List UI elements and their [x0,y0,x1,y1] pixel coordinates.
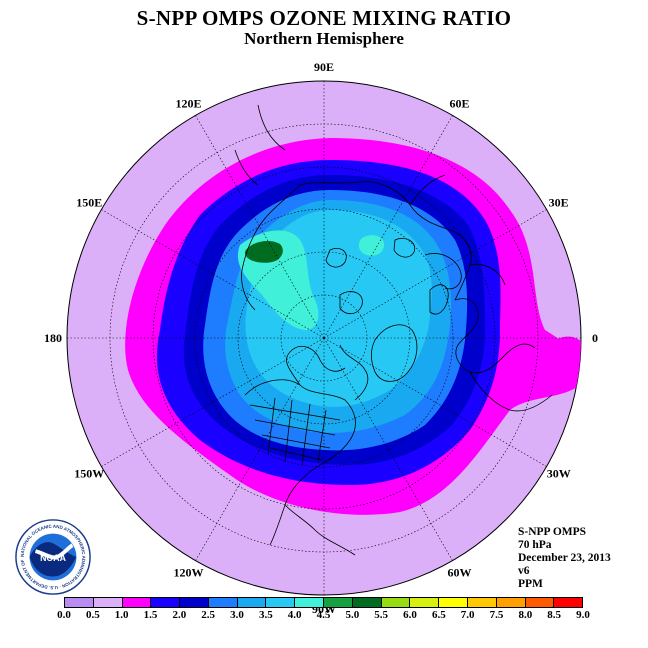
lon-label-120w: 120W [174,566,204,580]
colorbar-tick-label: 7.5 [489,609,504,621]
colorbar-segment [467,598,497,607]
colorbar-segment [381,598,411,607]
colorbar-tick-label: 6.5 [431,609,446,621]
colorbar-segment [65,598,94,607]
lon-label-30w: 30W [547,467,571,481]
lon-label-60w: 60W [448,566,472,580]
lon-label-30e: 30E [549,196,569,210]
colorbar-segment [525,598,555,607]
lon-label-90e: 90E [314,60,334,74]
colorbar-tick-label: 4.5 [316,609,331,621]
colorbar-segment [410,598,440,607]
lon-label-150e: 150E [76,196,102,210]
colorbar-tick-label: 3.5 [258,609,273,621]
colorbar-tick-label: 8.0 [518,609,533,621]
contour-5-0 [244,240,283,263]
map-title: S-NPP OMPS OZONE MIXING RATIO [136,6,512,30]
colorbar-tick-label: 7.0 [460,609,475,621]
colorbar-tick-label: 5.0 [345,609,360,621]
colorbar-segment [122,598,152,607]
colorbar-tick-label: 4.0 [287,609,302,621]
lon-label-60e: 60E [449,96,469,110]
colorbar-segment [151,598,181,607]
info-version: v6 [518,565,530,577]
colorbar-segment [237,598,267,607]
lon-label-150w: 150W [74,467,104,481]
colorbar-segment [180,598,209,607]
colorbar-segment [352,598,382,607]
colorbar-segment [93,598,123,607]
colorbar-segment [324,598,353,607]
colorbar-tick-label: 9.0 [576,609,590,621]
colorbar-tick-label: 6.0 [403,609,417,621]
colorbar-tick-label: 0.0 [57,609,71,621]
contour-4-0-north [358,235,385,256]
lon-label-180: 180 [44,331,62,345]
colorbar-tick-label: 0.5 [85,609,100,621]
colorbar-segment [266,598,296,607]
contour-1-0-east-blob [552,336,581,383]
noaa-logo-text: NOAA [40,553,66,563]
colorbar-tick-label: 3.0 [230,609,244,621]
colorbar-tick-label: 2.5 [201,609,216,621]
info-instrument: S-NPP OMPS [518,526,587,538]
colorbar [64,597,583,608]
lon-label-120e: 120E [175,96,201,110]
colorbar-tick-label: 1.0 [114,609,129,621]
map-info: S-NPP OMPS 70 hPa December 23, 2013 v6 P… [518,526,611,591]
noaa-logo: NOAA NATIONAL OCEANIC AND ATMOSPHERIC AD… [14,518,91,595]
colorbar-tick-label: 5.5 [374,609,389,621]
colorbar-tick-label: 1.5 [143,609,158,621]
info-level: 70 hPa [518,539,552,551]
graticule [67,81,581,595]
colorbar-segment [554,598,583,607]
lon-label-0: 0 [592,331,598,345]
map-subtitle: Northern Hemisphere [244,29,404,48]
info-date: December 23, 2013 [518,552,611,564]
colorbar-segment [295,598,325,607]
colorbar-tick-label: 8.5 [547,609,562,621]
ozone-field [125,138,581,515]
colorbar-labels: 0.0 0.5 1.0 1.5 2.0 2.5 3.0 3.5 4.0 4.5 5.0 5.5 6.0 6… [57,609,590,623]
colorbar-segment [208,598,238,607]
colorbar-tick-label: 2.0 [172,609,187,621]
info-units: PPM [518,578,543,590]
colorbar-segment [496,598,526,607]
colorbar-segment [439,598,468,607]
coastlines [234,104,553,556]
